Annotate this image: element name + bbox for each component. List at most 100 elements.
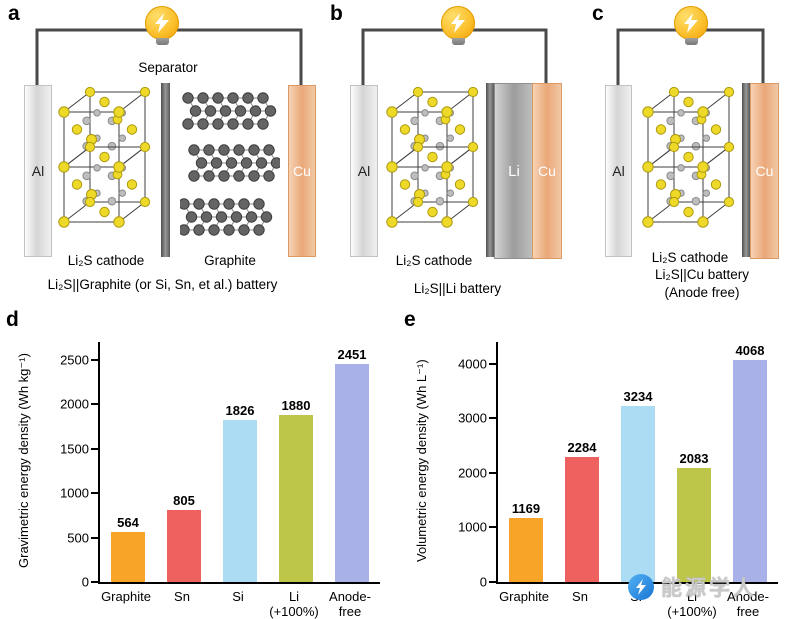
bar-group: 1826 (213, 342, 266, 582)
lightning-bolt-icon (451, 13, 465, 33)
separator-bar-c (742, 83, 750, 257)
al-label: Al (357, 163, 371, 179)
panel-caption-a: Li₂S||Graphite (or Si, Sn, et al.) batte… (47, 277, 278, 292)
bar-value-label: 1826 (225, 402, 255, 418)
al-label: Al (31, 163, 45, 179)
y-tick-label: 4000 (458, 356, 487, 372)
x-category-label: Li (+100%) (667, 589, 717, 619)
y-tick-label: 2000 (458, 465, 487, 481)
y-tick-label: 2500 (60, 352, 89, 368)
y-tick-mark (489, 362, 496, 365)
y-tick-mark (91, 536, 98, 539)
bar (223, 419, 257, 582)
x-category-label: Anode- free (329, 589, 371, 619)
cu-electrode-a: Cu (288, 85, 316, 257)
al-label: Al (612, 163, 625, 179)
y-tick-label: 0 (479, 574, 487, 590)
chart-gravimetric-energy-density: d Gravimetric energy density (Wh kg⁻¹) 5… (6, 308, 398, 619)
lightbulb-b (441, 6, 475, 45)
bar-group: 4068 (723, 342, 776, 582)
bar (167, 510, 201, 582)
x-category-label: Graphite (499, 589, 549, 604)
bar-group: 1169 (499, 342, 552, 582)
bar (509, 518, 543, 582)
panel-letter-a: a (8, 2, 20, 25)
y-tick-mark (91, 492, 98, 495)
bars: 564 805 1826 1880 2451 (100, 342, 380, 582)
separator-label: Separator (138, 60, 198, 75)
bar-group: 3234 (611, 342, 664, 582)
cu-electrode-b: Cu (532, 83, 562, 259)
bar (565, 457, 599, 582)
bar-group: 1880 (269, 342, 322, 582)
y-tick-label: 1000 (60, 485, 89, 501)
bar-value-label: 4068 (735, 343, 765, 359)
bar-value-label: 2451 (337, 347, 367, 363)
bar-group: 2284 (555, 342, 608, 582)
cathode-label-c: Li₂S cathode (651, 250, 729, 265)
bar-value-label: 564 (117, 514, 139, 530)
watermark-text: 能源学人 (661, 577, 757, 600)
bar-value-label: 2284 (567, 440, 597, 456)
panel-letter-e: e (404, 308, 416, 331)
li2s-crystal-illustration (642, 86, 735, 228)
separator-bar-b (486, 83, 494, 257)
lightbulb-icon (441, 6, 475, 40)
al-electrode-a: Al (24, 85, 52, 257)
y-tick-label: 3000 (458, 410, 487, 426)
lightbulb-icon (145, 6, 179, 40)
al-electrode-c: Al (605, 85, 632, 257)
bar (677, 468, 711, 582)
y-tick-mark (91, 581, 98, 583)
bar (279, 414, 313, 582)
y-tick-mark (489, 417, 496, 420)
lightbulb-a (145, 6, 179, 45)
watermark-logo-icon (628, 574, 654, 600)
cathode-label-a: Li₂S cathode (67, 253, 145, 268)
panel-letter-b: b (330, 2, 343, 25)
lightbulb-base (155, 38, 169, 45)
panel-caption-c-line1: Li₂S||Cu battery (654, 267, 750, 282)
lightning-bolt-icon (155, 13, 169, 33)
bar (111, 531, 145, 582)
watermark: 能源学人 (628, 572, 757, 602)
al-electrode-b: Al (350, 85, 378, 257)
cathode-label-b: Li₂S cathode (395, 253, 473, 268)
plot-area: 1169 2284 3234 2083 4068 0 1000 2000 3000 4000 (458, 342, 778, 590)
bar-group: 805 (157, 342, 210, 582)
plot-area: 564 805 1826 1880 2451 0 500 1000 1500 2000 2500 (60, 342, 380, 590)
separator-bar-a (161, 83, 170, 257)
panel-caption-c-line2: (Anode free) (664, 285, 740, 300)
bar-value-label: 805 (173, 493, 195, 509)
y-tick-label: 1000 (458, 519, 487, 535)
chart-volumetric-energy-density: e Volumetric energy density (Wh L⁻¹) 116… (404, 308, 798, 619)
bar-value-label: 2083 (679, 451, 709, 467)
cu-electrode-c: Cu (750, 83, 779, 259)
cu-label: Cu (755, 163, 774, 179)
y-tick-mark (91, 358, 98, 361)
y-axis-label: Gravimetric energy density (Wh kg⁻¹) (16, 353, 31, 569)
bar-group: 2083 (667, 342, 720, 582)
li2s-crystal-illustration (58, 86, 151, 228)
bar (733, 360, 767, 582)
y-tick-label: 500 (67, 530, 89, 546)
y-tick-label: 2000 (60, 396, 89, 412)
x-category-label: Sn (572, 589, 588, 604)
y-tick-mark (489, 581, 496, 583)
bar (621, 405, 655, 582)
bar-value-label: 3234 (623, 388, 653, 404)
bar (335, 364, 369, 582)
x-category-label: Anode- free (727, 589, 769, 619)
y-tick-mark (91, 447, 98, 450)
y-tick-label: 0 (81, 574, 89, 590)
bar-value-label: 1880 (281, 397, 311, 413)
y-tick-mark (489, 526, 496, 529)
x-category-label: Si (232, 589, 244, 604)
lightbulb-icon (674, 6, 708, 40)
bar-group: 564 (101, 342, 154, 582)
li-label: Li (508, 162, 520, 180)
li2s-crystal-illustration (386, 86, 479, 228)
